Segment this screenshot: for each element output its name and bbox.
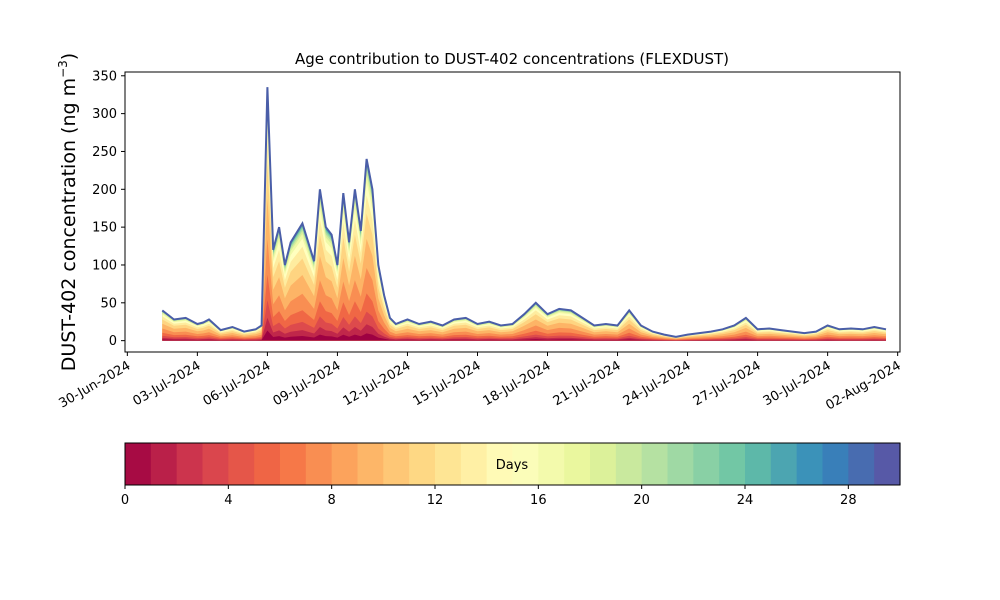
colorbar-cell (564, 443, 591, 485)
x-tick-label: 06-Jul-2024 (201, 358, 274, 409)
x-tick-label: 03-Jul-2024 (131, 358, 204, 409)
colorbar-cell (641, 443, 669, 485)
colorbar-cell (486, 443, 514, 485)
y-tick-label: 150 (92, 221, 117, 236)
x-tick-label: 21-Jul-2024 (551, 358, 624, 409)
colorbar-tick-label: 0 (121, 493, 129, 508)
colorbar-tick-label: 12 (427, 493, 444, 508)
plot-frame (124, 71, 901, 353)
colorbar-cell (254, 443, 281, 485)
colorbar-cell (848, 443, 875, 485)
x-tick-label: 18-Jul-2024 (481, 358, 554, 409)
colorbar-cell (460, 443, 488, 485)
colorbar-cell (874, 443, 901, 485)
colorbar-cell (667, 443, 694, 485)
colorbar-cell (538, 443, 565, 485)
x-tick-label: 27-Jul-2024 (691, 358, 764, 409)
colorbar-cell (228, 443, 255, 485)
colorbar-cell (745, 443, 772, 485)
colorbar-cell (383, 443, 410, 485)
colorbar-cell (615, 443, 643, 485)
x-tick-label: 24-Jul-2024 (621, 358, 694, 409)
colorbar-cell (719, 443, 746, 485)
colorbar-frame (124, 442, 901, 486)
y-tick-label: 300 (92, 107, 117, 122)
y-axis-label-close: ) (58, 53, 80, 60)
colorbar-tick-label: 20 (633, 493, 650, 508)
chart-title: Age contribution to DUST-402 concentrati… (295, 50, 729, 68)
colorbar-cell (693, 443, 720, 485)
age-band-area (162, 330, 887, 341)
colorbar-cell (512, 443, 539, 485)
y-axis-label: DUST-402 concentration (ng m−3) (56, 53, 80, 371)
colorbar-cell (125, 443, 152, 485)
colorbar-cell (331, 443, 359, 485)
x-tick-label: 15-Jul-2024 (411, 358, 484, 409)
colorbar-tick-label: 8 (328, 493, 336, 508)
colorbar-cell (305, 443, 333, 485)
y-tick-label: 350 (92, 69, 117, 84)
x-tick-label: 09-Jul-2024 (271, 358, 344, 409)
x-tick-label: 02-Aug-2024 (823, 358, 903, 413)
colorbar-tick-label: 24 (737, 493, 754, 508)
colorbar-cell (435, 443, 462, 485)
colorbar-cell (590, 443, 617, 485)
colorbar-label: Days (496, 458, 529, 473)
x-tick-label: 12-Jul-2024 (341, 358, 414, 409)
colorbar-tick-label: 28 (840, 493, 857, 508)
y-tick-label: 100 (92, 258, 117, 273)
x-axis-ticks: 30-Jun-202403-Jul-202406-Jul-202409-Jul-… (57, 352, 904, 414)
colorbar-cell (770, 443, 798, 485)
colorbar-cell (357, 443, 384, 485)
y-axis-label-main: DUST-402 concentration (ng m (58, 78, 80, 371)
colorbar-cell (150, 443, 178, 485)
y-tick-label: 50 (100, 296, 117, 311)
colorbar-cell (202, 443, 229, 485)
colorbar-cell (409, 443, 436, 485)
colorbar-tick-label: 16 (530, 493, 547, 508)
colorbar-cell (822, 443, 849, 485)
colorbar-cell (796, 443, 824, 485)
colorbar-tick-label: 4 (224, 493, 232, 508)
colorbar-cell (176, 443, 204, 485)
colorbar-cell (280, 443, 307, 485)
y-tick-label: 200 (92, 183, 117, 198)
y-axis-ticks: 0 50 100 150 200 250 300 350 (92, 69, 125, 349)
y-tick-label: 0 (109, 334, 117, 349)
age-stacked-areas (162, 87, 887, 341)
y-axis-label-exponent: −3 (56, 60, 70, 78)
x-tick-label: 30-Jul-2024 (761, 358, 834, 409)
colorbar-ticks: 0 4 8 12 16 20 24 28 (121, 485, 857, 508)
colorbar (125, 443, 901, 485)
total-concentration-line (161, 87, 887, 338)
y-tick-label: 250 (92, 145, 117, 160)
